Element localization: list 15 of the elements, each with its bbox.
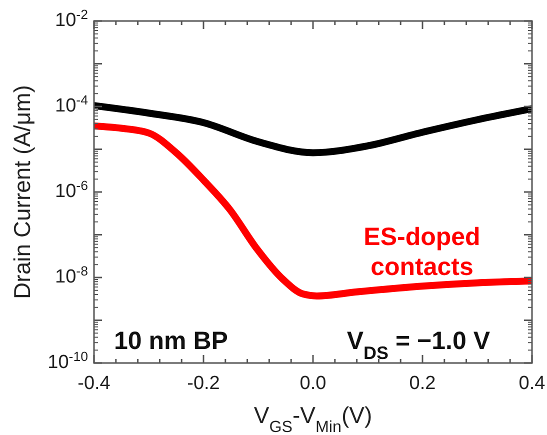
- x-tick-label: -0.4: [78, 373, 111, 394]
- annotation: 10 nm BP: [114, 327, 228, 355]
- y-tick-label: 10$^{-8}$: [55, 263, 88, 288]
- x-tick-label: -0.2: [187, 373, 220, 394]
- y-tick-label: 10$^{-2}$: [55, 6, 88, 31]
- x-tick-label: 0.2: [409, 373, 436, 394]
- y-axis-title: Drain Current (A/μm): [9, 85, 35, 299]
- x-tick-label: 0.0: [300, 373, 326, 394]
- series-label: ES-doped contacts: [364, 223, 480, 281]
- y-tick-label: 10$^{-10}$: [48, 348, 88, 373]
- x-axis-title: V$_{GS}$-V$_{Min}$(V): [254, 402, 372, 435]
- y-tick-label: 10$^{-6}$: [55, 178, 88, 202]
- annotation: V$_{DS}$ = −1.0 V: [346, 327, 490, 363]
- x-tick-label: 0.4: [518, 373, 546, 394]
- y-tick-label: 10$^{-4}$: [55, 92, 88, 116]
